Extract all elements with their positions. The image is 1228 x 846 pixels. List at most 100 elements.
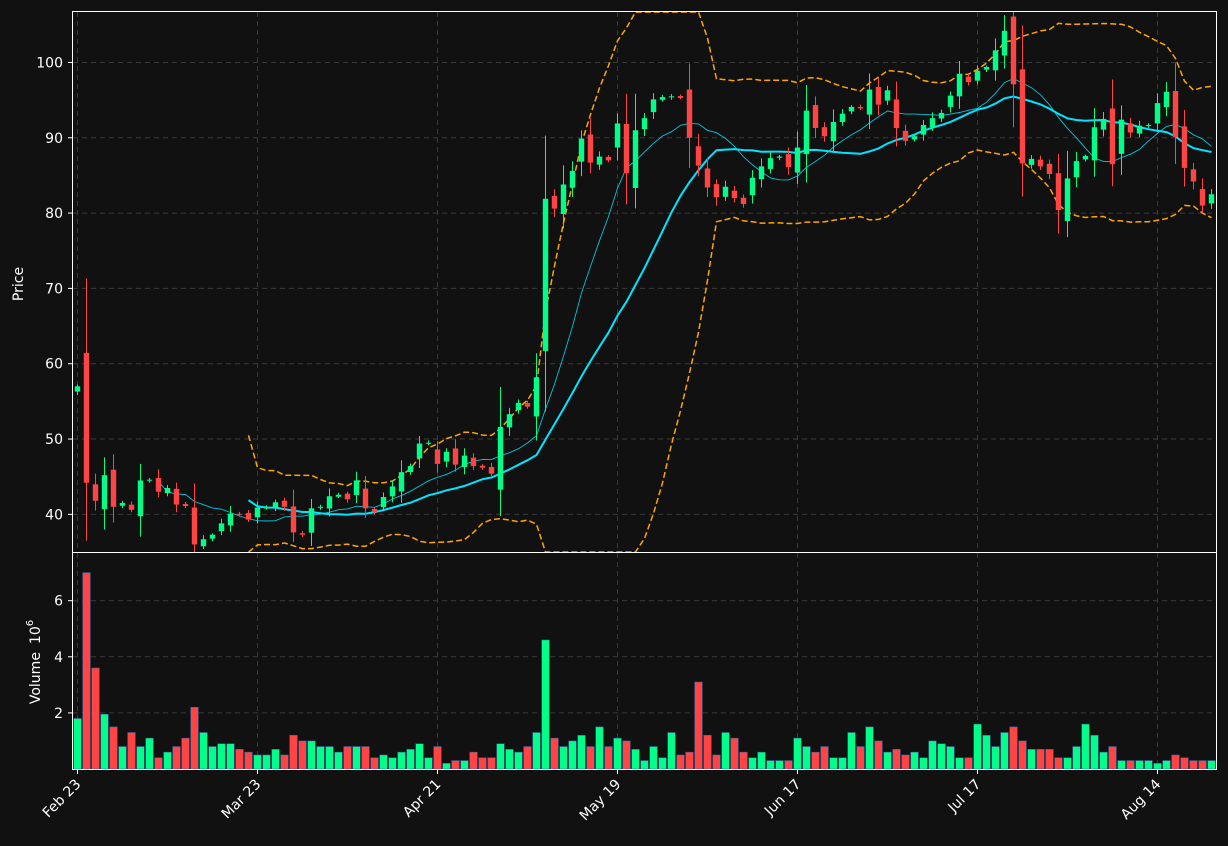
volume-bar xyxy=(127,732,136,770)
volume-bar xyxy=(883,751,892,770)
candle-body xyxy=(992,50,999,71)
candle-body xyxy=(425,442,432,444)
volume-bar xyxy=(154,757,163,770)
volume-bar xyxy=(1153,763,1162,770)
volume-label-exponent-base: 10 xyxy=(28,626,44,644)
volume-bar xyxy=(802,746,811,770)
volume-bar xyxy=(298,740,307,770)
volume-bar xyxy=(523,746,532,770)
candle-body xyxy=(659,97,666,100)
candle-body xyxy=(875,87,882,105)
volume-bar xyxy=(469,751,478,770)
volume-bar xyxy=(964,757,973,770)
candle-body xyxy=(344,493,351,500)
candle-body xyxy=(1055,173,1062,211)
candle-body xyxy=(515,402,522,411)
candle-body xyxy=(1163,91,1170,108)
candle-body xyxy=(569,170,576,188)
candle-body xyxy=(443,451,450,462)
price-tick-label: 90 xyxy=(45,131,63,147)
candle-body xyxy=(641,118,648,130)
volume-bar xyxy=(676,754,685,770)
volume-bar xyxy=(1009,726,1018,770)
volume-tick-label: 2 xyxy=(54,706,63,722)
volume-bar xyxy=(541,639,550,770)
candle-body xyxy=(272,502,279,509)
candle-body xyxy=(308,508,315,533)
volume-bar xyxy=(118,746,127,770)
volume-panel-frame xyxy=(72,552,1217,770)
volume-bar xyxy=(793,737,802,770)
volume-bar xyxy=(460,760,469,770)
volume-bar xyxy=(343,746,352,770)
volume-bar xyxy=(73,718,82,770)
candle-body xyxy=(254,507,261,518)
volume-bar xyxy=(622,740,631,770)
candle-body xyxy=(830,121,837,142)
candle-body xyxy=(848,106,855,112)
candle-body xyxy=(1109,108,1116,165)
volume-bar xyxy=(1126,760,1135,770)
volume-bar xyxy=(532,732,541,770)
candle-body xyxy=(155,478,162,492)
volume-bar xyxy=(136,746,145,770)
candle-body xyxy=(1118,119,1125,154)
candle-body xyxy=(965,76,972,83)
candle-body xyxy=(1091,127,1098,161)
volume-bar xyxy=(784,760,793,770)
candle-body xyxy=(326,496,333,509)
volume-grid xyxy=(73,553,1216,769)
volume-bar xyxy=(694,681,703,770)
candle-body xyxy=(884,90,891,101)
candle-body xyxy=(695,146,702,166)
candle-body xyxy=(524,403,531,407)
volume-bar xyxy=(1198,760,1207,770)
volume-bar xyxy=(631,749,640,770)
volume-label-exponent: 6 xyxy=(25,620,36,626)
candle-body xyxy=(461,455,468,467)
volume-bar xyxy=(145,737,154,770)
candle-body xyxy=(794,147,801,173)
volume-bar xyxy=(811,751,820,770)
volume-bar xyxy=(289,735,298,770)
candle-body xyxy=(866,89,873,115)
volume-bar xyxy=(739,751,748,770)
volume-bar xyxy=(100,714,109,770)
candle-body xyxy=(362,488,369,509)
volume-bar xyxy=(901,754,910,770)
candle-body xyxy=(677,95,684,98)
candle-body xyxy=(533,377,540,417)
candle-body xyxy=(263,507,270,509)
candle-body xyxy=(821,127,828,137)
candle-body xyxy=(1010,16,1017,85)
candle-body xyxy=(137,480,144,517)
candle-body xyxy=(1154,103,1161,124)
price-y-axis: 40 50 60 70 80 90 100 xyxy=(36,55,73,523)
candle-body xyxy=(74,386,81,392)
candle-body xyxy=(767,158,774,169)
candle-body xyxy=(731,190,738,199)
candle-body xyxy=(1181,126,1188,168)
volume-bar xyxy=(604,746,613,770)
volume-bar xyxy=(181,737,190,770)
volume-bar xyxy=(658,757,667,770)
volume-bar xyxy=(874,740,883,770)
volume-bar xyxy=(280,754,289,770)
volume-bar xyxy=(109,726,118,770)
candle-body xyxy=(173,488,180,505)
candle-body xyxy=(902,130,909,141)
volume-bar xyxy=(1054,757,1063,770)
volume-bar xyxy=(487,757,496,770)
candle-body xyxy=(506,414,513,428)
volume-bar xyxy=(379,754,388,770)
volume-bar xyxy=(775,760,784,770)
candle-body xyxy=(704,168,711,188)
volume-bar xyxy=(721,732,730,770)
volume-y-axis: 2 4 6 xyxy=(54,594,73,722)
candle-body xyxy=(551,195,558,209)
volume-bar xyxy=(361,746,370,770)
candle-body xyxy=(236,513,243,515)
volume-bar xyxy=(1027,749,1036,770)
volume-label-text: Volume xyxy=(28,652,44,704)
